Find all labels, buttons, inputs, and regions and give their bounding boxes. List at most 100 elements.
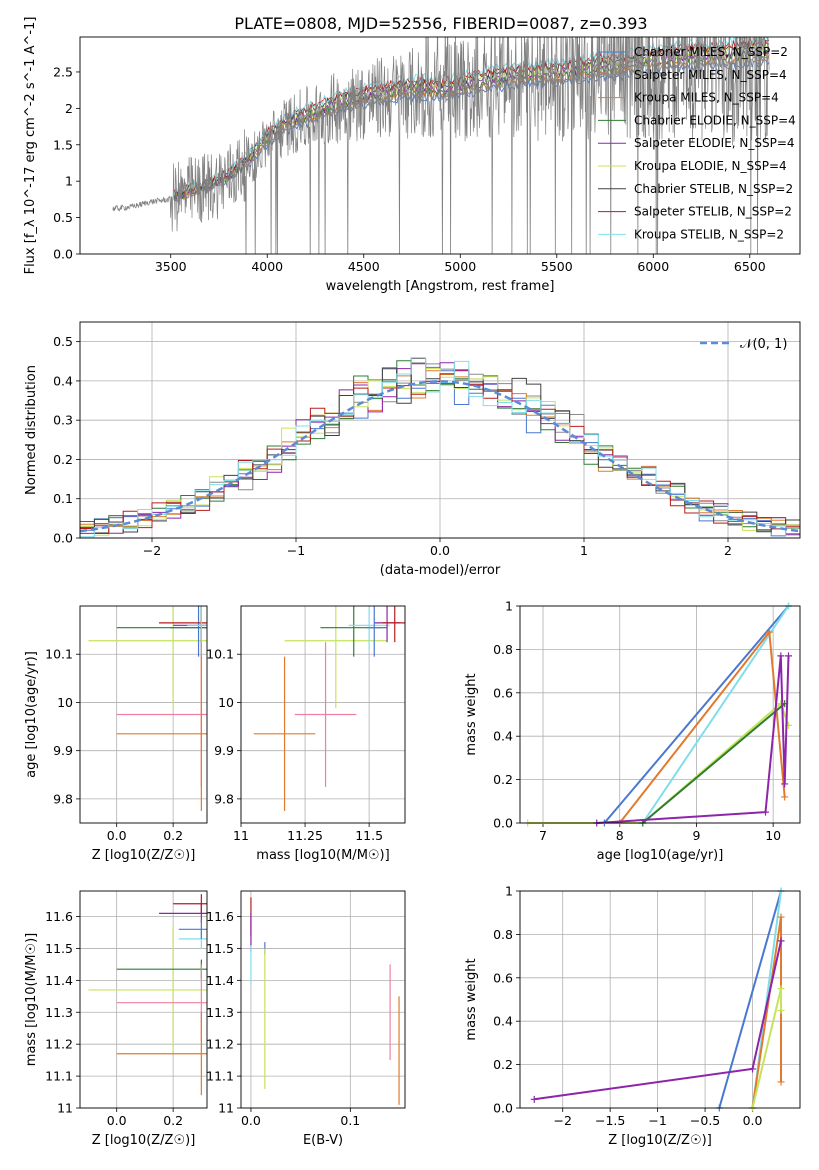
weight-line xyxy=(603,605,790,824)
error-bar-point xyxy=(116,642,207,787)
error-bar-point xyxy=(159,903,207,923)
grid-mass-vs-Z xyxy=(80,891,207,1109)
y-tick-label: 10 xyxy=(218,695,234,710)
point-marker xyxy=(777,937,785,945)
x-tick-label: −2 xyxy=(143,543,161,558)
grid-mass-weight-vs-age xyxy=(520,605,800,824)
x-tick-label: 0.2 xyxy=(163,828,183,843)
legend-label: 𝒩(0, 1) xyxy=(740,337,787,352)
error-bar-point xyxy=(159,606,207,643)
y-tick-label: 10 xyxy=(57,695,73,710)
weight-line xyxy=(641,605,790,824)
x-tick-label: 8 xyxy=(616,828,624,843)
weight-line xyxy=(618,629,786,824)
point-marker xyxy=(749,1065,757,1073)
panel-mass-vs-ebv: 0.0 0.1 11 11.1 11.2 11.3 11.4 11.5 11.6 E(B-V) xyxy=(206,890,406,1148)
plot-area-mass-weight-vs-age xyxy=(524,602,792,827)
y-tick-label: 10.1 xyxy=(206,647,234,662)
legend-label: Salpeter STELIB, N_SSP=2 xyxy=(634,205,792,219)
x-axis-label: E(B-V) xyxy=(303,1133,343,1148)
normal-curve xyxy=(79,380,801,533)
y-axis-label: age [log10(age/yr)] xyxy=(24,651,39,778)
x-tick-label: 4500 xyxy=(348,259,380,274)
y-tick-label: 0.5 xyxy=(53,334,73,349)
y-axis-label: Normed distribution xyxy=(24,365,39,495)
weight-line xyxy=(718,890,782,1109)
y-tick-label: 9.8 xyxy=(214,791,234,806)
y-tick-label: 9.9 xyxy=(214,743,234,758)
x-axis-label: age [log10(age/yr)] xyxy=(597,848,724,863)
y-tick-label: 1.5 xyxy=(53,137,73,152)
error-bar-point xyxy=(320,606,388,657)
panel-mass-weight-vs-age: 7 8 9 10 0.0 0.2 0.4 0.6 0.8 1 age [log10(age/yr)]… xyxy=(464,599,801,863)
error-bar-point xyxy=(187,606,207,655)
legend: Chabrier MILES, N_SSP=2 Salpeter MILES, N… xyxy=(598,45,796,241)
y-tick-label: 0.2 xyxy=(493,1057,513,1072)
y-tick-label: 11.5 xyxy=(206,941,234,956)
x-tick-label: −1.5 xyxy=(595,1113,625,1128)
axes-frame xyxy=(519,605,801,824)
plot-area-residuals xyxy=(79,357,801,538)
y-tick-label: 0.2 xyxy=(493,772,513,787)
y-tick-label: 11.3 xyxy=(45,1005,73,1020)
x-tick-label: 6500 xyxy=(734,259,766,274)
grid-mass-vs-ebv xyxy=(241,891,405,1109)
legend-label: Chabrier MILES, N_SSP=2 xyxy=(634,45,788,59)
y-tick-label: 0.4 xyxy=(53,373,73,388)
legend-label: Kroupa STELIB, N_SSP=2 xyxy=(634,227,784,241)
error-bar-point xyxy=(374,606,400,643)
y-tick-label: 11.6 xyxy=(45,909,73,924)
histogram xyxy=(80,369,800,534)
weight-line xyxy=(527,701,790,824)
legend-label: Kroupa ELODIE, N_SSP=4 xyxy=(634,159,787,173)
x-tick-label: 0.0 xyxy=(107,1113,127,1128)
y-tick-label: 0.8 xyxy=(493,927,513,942)
y-tick-label: 11.2 xyxy=(206,1037,234,1052)
error-bar-point xyxy=(178,929,207,949)
error-bar-point xyxy=(116,1012,207,1096)
axes-frame xyxy=(79,605,208,824)
y-tick-label: 11 xyxy=(218,1101,234,1116)
weight-line xyxy=(751,916,782,1109)
axes-frame xyxy=(79,890,208,1109)
y-axis-label: Flux [f_λ 10^-17 erg cm^-2 s^-1 A^-1] xyxy=(23,17,38,275)
plot-area-age-vs-Z xyxy=(88,606,207,811)
point-marker xyxy=(781,793,789,801)
y-tick-label: 2.5 xyxy=(53,64,73,79)
error-bar-point xyxy=(88,606,207,709)
x-tick-label: 6000 xyxy=(637,259,669,274)
y-tick-label: 0.1 xyxy=(53,491,73,506)
panels: 3500 4000 4500 5000 5500 6000 65000.00.511.522… xyxy=(23,17,801,1148)
figure-title: PLATE=0808, MJD=52556, FIBERID=0087, z=0… xyxy=(234,14,647,33)
x-axis-label: Z [log10(Z/Z☉)] xyxy=(92,848,196,863)
legend-label: Salpeter MILES, N_SSP=4 xyxy=(634,68,787,82)
x-axis-label: mass [log10(M/M☉)] xyxy=(256,848,389,863)
x-tick-label: 5000 xyxy=(444,259,476,274)
x-tick-label: 0.0 xyxy=(107,828,127,843)
y-tick-label: 0.4 xyxy=(493,1014,513,1029)
point-marker xyxy=(777,1078,785,1086)
axes-frame xyxy=(79,321,801,539)
x-tick-label: −2 xyxy=(553,1113,571,1128)
y-tick-label: 11.1 xyxy=(206,1069,234,1084)
point-marker xyxy=(777,652,785,660)
y-tick-label: 11.6 xyxy=(206,909,234,924)
x-tick-label: 1 xyxy=(580,543,588,558)
y-tick-label: 1 xyxy=(505,599,513,614)
x-tick-label: 3500 xyxy=(155,259,187,274)
error-bar-point xyxy=(116,964,207,1041)
y-tick-label: 11.3 xyxy=(206,1005,234,1020)
y-tick-label: 0.5 xyxy=(53,210,73,225)
weight-line xyxy=(642,702,786,824)
error-bar-point xyxy=(116,606,207,657)
x-tick-label: 10 xyxy=(765,828,781,843)
x-tick-label: 9 xyxy=(692,828,700,843)
x-tick-label: 0.0 xyxy=(241,1113,261,1128)
y-tick-label: 10.1 xyxy=(45,647,73,662)
x-tick-label: 4000 xyxy=(251,259,283,274)
legend-label: Salpeter ELODIE, N_SSP=4 xyxy=(634,136,795,150)
error-bar-point xyxy=(88,926,207,1054)
y-tick-label: 0.8 xyxy=(493,642,513,657)
error-bar-point xyxy=(294,642,357,787)
x-tick-label: 2 xyxy=(724,543,732,558)
